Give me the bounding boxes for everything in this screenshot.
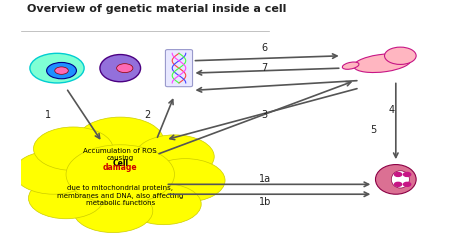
Text: 4: 4 [388,105,394,115]
Text: Overview of genetic material inside a cell: Overview of genetic material inside a ce… [27,4,286,14]
Circle shape [34,127,113,170]
Circle shape [14,151,93,194]
Ellipse shape [375,164,416,194]
Circle shape [73,189,153,232]
Ellipse shape [392,171,410,188]
Text: 2: 2 [144,110,150,120]
FancyBboxPatch shape [165,50,192,87]
Circle shape [146,158,225,202]
Text: 3: 3 [262,110,268,120]
Text: 5: 5 [370,125,376,135]
Circle shape [117,64,133,72]
Circle shape [66,145,174,204]
Text: 1b: 1b [259,197,271,207]
Text: 1: 1 [45,110,51,120]
Text: Cell: Cell [112,159,128,168]
Text: 1a: 1a [259,174,271,184]
Ellipse shape [100,54,141,82]
Circle shape [77,117,164,164]
Circle shape [135,135,214,178]
Circle shape [403,182,411,186]
Circle shape [394,182,401,186]
Ellipse shape [342,62,359,69]
Text: Accumulation of ROS
causing



due to mitochondrial proteins,
membranes and DNA,: Accumulation of ROS causing due to mitoc… [57,148,183,206]
Text: damage: damage [103,163,137,172]
Circle shape [394,172,401,176]
Circle shape [30,53,84,83]
Circle shape [403,172,411,176]
Circle shape [55,67,68,74]
Circle shape [28,178,104,219]
Circle shape [384,47,416,64]
Circle shape [46,62,76,79]
Circle shape [126,184,201,225]
Text: 6: 6 [262,43,268,53]
Text: 7: 7 [262,63,268,73]
Ellipse shape [354,54,411,72]
